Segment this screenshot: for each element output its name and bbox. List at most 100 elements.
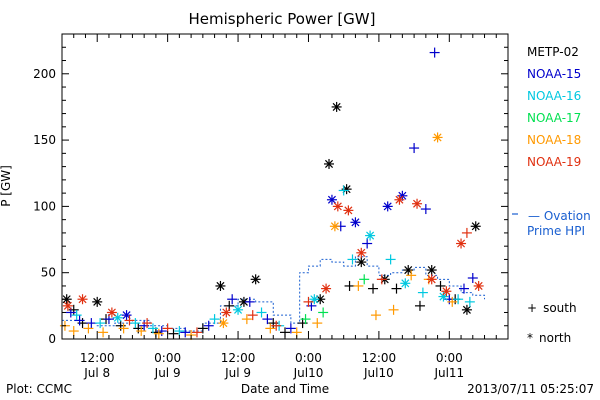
y-axis-label: P [GW] (0, 165, 13, 207)
data-point (142, 318, 153, 329)
data-point (71, 310, 82, 321)
data-point (98, 327, 109, 338)
ovation-label-line2: Prime HPI (527, 224, 585, 238)
data-point (353, 280, 364, 291)
star-d2 (442, 287, 451, 296)
legend: METP-02 NOAA-15 NOAA-16 NOAA-17 NOAA-18 NOAA-… (527, 45, 581, 169)
timestamp: 2013/07/11 05:25:07 (467, 382, 594, 396)
data-point (388, 304, 399, 315)
legend-entry: METP-02 (527, 45, 579, 59)
data-point (473, 280, 484, 291)
star-d2 (107, 308, 116, 317)
marker-legend-symbol: + (527, 301, 537, 315)
data-point (332, 201, 343, 212)
data-point (368, 283, 379, 294)
x-tick-time-label: 0:00 (154, 351, 181, 365)
data-point (324, 158, 335, 169)
legend-entry: NOAA-16 (527, 89, 581, 103)
data-point (394, 194, 405, 205)
star-d2 (78, 295, 87, 304)
data-point (303, 296, 314, 307)
data-point (191, 327, 202, 338)
star-d2 (401, 279, 410, 288)
star-d2 (357, 248, 366, 257)
data-point (356, 247, 367, 258)
data-point (453, 294, 464, 305)
data-point (338, 185, 349, 196)
data-point (147, 323, 158, 334)
data-point (118, 323, 129, 334)
marker-legend-entry: * north (527, 331, 571, 345)
data-point (356, 257, 367, 268)
star-d2 (234, 305, 243, 314)
star-d2 (316, 295, 325, 304)
x-tick-time-label: 0:00 (295, 351, 322, 365)
data-point (326, 194, 337, 205)
data-point (344, 280, 355, 291)
legend-entry: NOAA-17 (527, 111, 581, 125)
star-d2 (383, 202, 392, 211)
data-point (174, 326, 185, 337)
data-point (312, 318, 323, 329)
data-point (382, 201, 393, 212)
x-tick-date-label: Jul 8 (83, 366, 110, 380)
y-axis: 0 50 100 150 200 (33, 33, 508, 346)
x-tick-date-label: Jul 9 (224, 366, 251, 380)
marker-legend: + south * north (527, 301, 577, 345)
data-point (130, 318, 141, 329)
data-point (106, 307, 117, 318)
data-point (456, 238, 467, 249)
marker-legend-label: north (539, 331, 571, 345)
data-point (265, 323, 276, 334)
data-point (417, 287, 428, 298)
x-tick-time-label: 12:00 (362, 351, 397, 365)
data-point (331, 101, 342, 112)
data-point (180, 327, 191, 338)
data-point (470, 221, 481, 232)
star-d2 (324, 159, 334, 168)
data-point (233, 304, 244, 315)
x-tick-time-label: 12:00 (221, 351, 256, 365)
y-tick-label: 200 (33, 67, 56, 81)
data-point (409, 143, 420, 154)
data-point (68, 326, 79, 337)
star-d2 (344, 206, 353, 215)
data-point (86, 318, 97, 329)
data-point (426, 265, 437, 276)
data-point (256, 307, 267, 318)
data-point (92, 296, 103, 307)
data-point (420, 204, 431, 215)
data-point (362, 238, 373, 249)
data-points (59, 47, 484, 341)
x-tick-date-label: Jul10 (363, 366, 394, 380)
star-d2 (457, 239, 466, 248)
marker-legend-entry: + south (527, 301, 577, 315)
data-point (370, 310, 381, 321)
data-point (347, 254, 358, 265)
x-tick-time-label: 0:00 (436, 351, 463, 365)
data-point (329, 221, 340, 232)
star-d2 (332, 102, 341, 111)
data-point (197, 323, 208, 334)
data-point (464, 296, 475, 307)
data-point (300, 314, 311, 325)
data-point (83, 323, 94, 334)
star-d2 (427, 266, 436, 275)
data-point (458, 283, 469, 294)
ovation-hpi-line (62, 256, 486, 332)
marker-legend-label: south (543, 301, 577, 315)
y-tick-label: 150 (33, 133, 56, 147)
star-d2 (366, 231, 375, 240)
legend-entry: NOAA-18 (527, 133, 581, 147)
ovation-line (62, 256, 486, 332)
data-point (203, 320, 214, 331)
data-point (406, 270, 417, 281)
star-d2 (433, 133, 442, 142)
legend-entry: NOAA-15 (527, 67, 581, 81)
star-d2 (333, 202, 342, 211)
star-d2 (471, 222, 480, 231)
y-tick-label: 50 (41, 266, 56, 280)
x-tick-date-label: Jul 9 (154, 366, 181, 380)
